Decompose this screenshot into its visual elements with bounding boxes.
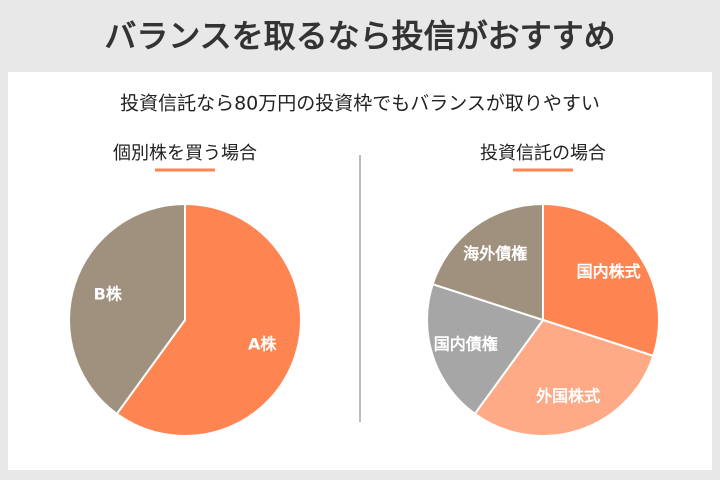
slice-label: 国内債権 [434,335,498,354]
pie-slice [68,202,186,416]
slice-label: 国内株式 [577,262,641,281]
slice-label: 海外債権 [463,244,527,263]
slice-label: A株 [248,335,277,354]
subtitle: 投資信託なら80万円の投資枠でもバランスが取りやすい [120,93,600,115]
pie-slice [431,202,544,322]
page-title: バランスを取るなら投信がおすすめ [104,17,615,55]
pie-slice [426,282,545,416]
slice-label: 外国株式 [535,387,600,406]
chart-title: 投資信託の場合 [480,143,606,164]
pie-slice [473,318,655,437]
chart-title: 個別株を買う場合 [113,143,257,164]
pie-slice [542,202,660,358]
pie-slice [115,202,302,437]
slice-label: B株 [94,284,123,303]
